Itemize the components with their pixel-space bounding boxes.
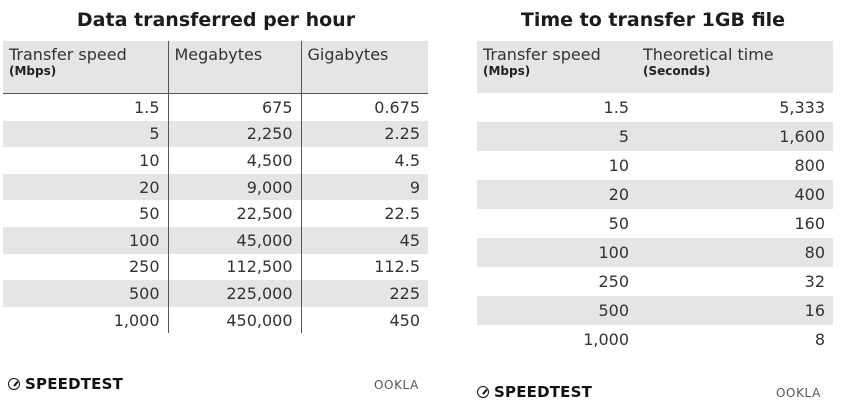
table-row: 250 32: [477, 267, 833, 296]
gauge-icon: [8, 378, 20, 390]
table-row: 100 80: [477, 238, 833, 267]
header-megabytes: Megabytes: [167, 41, 301, 94]
table-cell: 4,500: [167, 147, 301, 174]
table-cell: 1.5: [603, 98, 629, 117]
transfer-time-table: Transfer speed (Mbps) Theoretical time (…: [477, 41, 833, 354]
table-cell: 450: [300, 306, 428, 334]
table-cell: 250: [128, 257, 160, 277]
speedtest-logo: SPEEDTEST: [8, 375, 123, 393]
table-cell: 50: [139, 204, 160, 224]
table-cell: 5: [3, 120, 168, 148]
header-label: Transfer speed: [9, 45, 127, 64]
table-cell: 22.5: [300, 200, 428, 227]
panel-title: Time to transfer 1GB file: [520, 9, 786, 31]
header-theoretical-time: Theoretical time (Seconds): [637, 41, 833, 93]
table-cell: 20: [477, 180, 637, 209]
table-cell: 250: [598, 272, 629, 291]
table-row: 50 160: [477, 209, 833, 238]
header-unit: (Seconds): [643, 64, 711, 78]
table-cell: 20: [3, 173, 168, 201]
table-cell: 1.5: [134, 97, 160, 117]
table-cell: 675: [167, 93, 301, 121]
table-cell: 160: [794, 214, 825, 233]
table-header-row: Transfer speed (Mbps) Megabytes Gigabyte…: [3, 41, 428, 94]
table-row: 5 1,600: [477, 122, 833, 151]
table-cell: 45,000: [167, 226, 301, 254]
table-cell: 16: [637, 296, 833, 325]
table-cell: 8: [814, 330, 825, 349]
table-row: 10 4,500 4.5: [3, 147, 428, 174]
table-cell: 100: [477, 238, 637, 267]
header-label: Theoretical time: [643, 45, 774, 64]
table-row: 1,000 8: [477, 325, 833, 354]
table-row: 5 2,250 2.25: [3, 120, 428, 148]
table-cell: 225,000: [167, 280, 301, 307]
table-cell: 2.25: [300, 120, 428, 148]
table-cell: 400: [637, 180, 833, 209]
table-cell: 22,500: [167, 200, 301, 227]
table-cell: 1,000: [583, 330, 629, 349]
table-row: 100 45,000 45: [3, 226, 428, 254]
table-cell: 80: [637, 238, 833, 267]
table-row: 20 400: [477, 180, 833, 209]
data-per-hour-table: Transfer speed (Mbps) Megabytes Gigabyte…: [3, 41, 428, 334]
ookla-logo: OOKLA: [776, 386, 821, 400]
gauge-icon: [477, 386, 489, 398]
table-row: 10 800: [477, 151, 833, 180]
table-row: 50 22,500 22.5: [3, 200, 428, 227]
table-row: 500 225,000 225: [3, 280, 428, 307]
table-cell: 5,333: [779, 98, 825, 117]
header-unit: (Mbps): [483, 64, 531, 78]
header-unit: (Mbps): [9, 64, 57, 78]
table-row: 1.5 675 0.675: [3, 93, 428, 121]
table-cell: 10: [139, 150, 160, 170]
table-row: 1.5 5,333: [477, 93, 833, 122]
table-cell: 32: [804, 272, 825, 291]
table-cell: 9,000: [167, 173, 301, 201]
table-cell: 225: [300, 280, 428, 307]
header-label: Transfer speed: [483, 45, 601, 64]
table-cell: 500: [3, 280, 168, 307]
table-cell: 100: [3, 226, 168, 254]
table-cell: 45: [300, 226, 428, 254]
panel-title: Data transferred per hour: [76, 9, 356, 31]
table-cell: 50: [608, 214, 629, 233]
table-cell: 1,000: [113, 310, 160, 330]
table-cell: 500: [477, 296, 637, 325]
table-row: 250 112,500 112.5: [3, 253, 428, 281]
ookla-logo: OOKLA: [374, 378, 419, 392]
table-cell: 5: [477, 122, 637, 151]
table-cell: 10: [608, 156, 629, 175]
speedtest-wordmark: SPEEDTEST: [25, 375, 124, 393]
speedtest-wordmark: SPEEDTEST: [494, 383, 593, 401]
table-cell: 112.5: [300, 253, 428, 281]
table-cell: 9: [300, 173, 428, 201]
table-header-row: Transfer speed (Mbps) Theoretical time (…: [477, 41, 833, 93]
table-cell: 450,000: [167, 306, 301, 334]
table-cell: 4.5: [300, 147, 428, 174]
table-cell: 112,500: [167, 253, 301, 281]
table-cell: 2,250: [167, 120, 301, 148]
header-transfer-speed: Transfer speed (Mbps): [477, 41, 637, 93]
table-cell: 800: [794, 156, 825, 175]
header-gigabytes: Gigabytes: [300, 41, 428, 94]
table-row: 20 9,000 9: [3, 173, 428, 201]
header-transfer-speed: Transfer speed (Mbps): [3, 41, 168, 94]
table-row: 500 16: [477, 296, 833, 325]
table-cell: 0.675: [300, 93, 428, 121]
table-cell: 1,600: [637, 122, 833, 151]
speedtest-logo: SPEEDTEST: [477, 383, 592, 401]
table-row: 1,000 450,000 450: [3, 306, 428, 334]
